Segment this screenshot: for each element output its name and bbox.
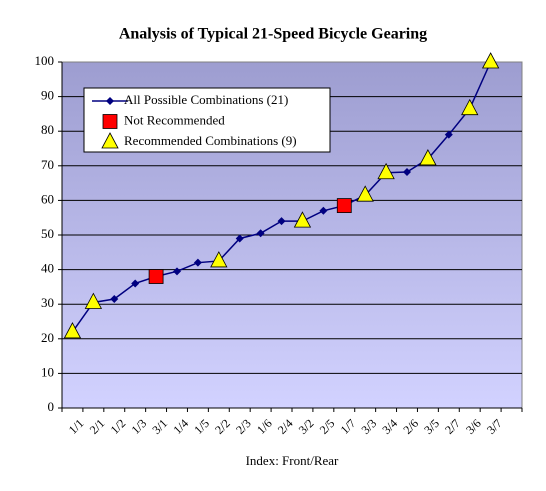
x-tick-label: 2/7 [442,416,463,437]
chart-title: Analysis of Typical 21-Speed Bicycle Gea… [119,26,427,43]
marker-diamond [235,234,244,243]
x-tick-label: 2/6 [400,416,421,437]
x-tick-label: 2/2 [212,416,233,437]
x-tick-label: 3/1 [149,416,170,437]
marker-diamond [193,258,202,267]
x-tick-label: 1/3 [128,416,149,437]
marker-diamond [106,97,114,105]
x-tick-label: 1/2 [108,416,129,437]
x-axis-label: Index: Front/Rear [246,453,339,468]
marker-triangle [481,52,500,69]
marker-triangle [419,149,437,166]
y-tick-label: 70 [41,157,54,172]
y-tick-label: 0 [48,399,55,414]
marker-diamond [131,279,140,288]
y-tick-label: 80 [41,122,54,137]
legend-box [83,87,331,153]
marker-triangle [461,98,479,116]
x-tick-label: 1/5 [191,416,212,437]
y-tick-label: 30 [41,295,54,310]
x-tick-label: 1/7 [338,416,359,437]
marker-diamond [444,130,453,139]
legend-label: All Possible Combinations (21) [124,92,288,107]
x-tick-label: 2/1 [87,416,108,437]
x-tick-label: 3/7 [484,416,505,437]
x-tick-label: 1/1 [66,416,87,437]
x-tick-label: 3/6 [463,416,484,437]
marker-triangle [84,292,103,309]
marker-square [148,269,164,284]
legend-label: Not Recommended [124,112,225,127]
x-tick-label: 2/5 [317,416,338,437]
y-tick-label: 40 [41,261,54,276]
y-tick-label: 60 [41,191,54,206]
x-tick-label: 2/4 [275,416,296,437]
marker-square [102,114,118,129]
x-tick-label: 3/3 [358,416,379,437]
marker-square [336,198,352,213]
marker-triangle [293,211,312,228]
marker-triangle [377,162,395,180]
marker-triangle [356,185,374,202]
x-tick-label: 3/5 [421,416,442,437]
marker-triangle [63,322,82,339]
marker-diamond [319,206,328,215]
y-tick-label: 90 [41,88,54,103]
x-tick-label: 3/4 [379,416,400,437]
marker-triangle [101,132,119,149]
x-tick-label: 3/2 [296,416,317,437]
marker-diamond [277,217,286,226]
marker-diamond [403,168,411,177]
y-tick-label: 10 [41,364,54,379]
marker-triangle [210,251,228,268]
marker-diamond [256,229,265,238]
y-tick-label: 20 [41,330,54,345]
x-tick-label: 1/4 [170,416,191,437]
y-tick-label: 50 [41,226,54,241]
marker-diamond [173,267,181,276]
x-tick-label: 2/3 [233,416,254,437]
x-tick-label: 1/6 [254,416,275,437]
legend-label: Recommended Combinations (9) [124,133,297,148]
y-tick-label: 100 [35,53,55,68]
marker-diamond [110,295,119,304]
